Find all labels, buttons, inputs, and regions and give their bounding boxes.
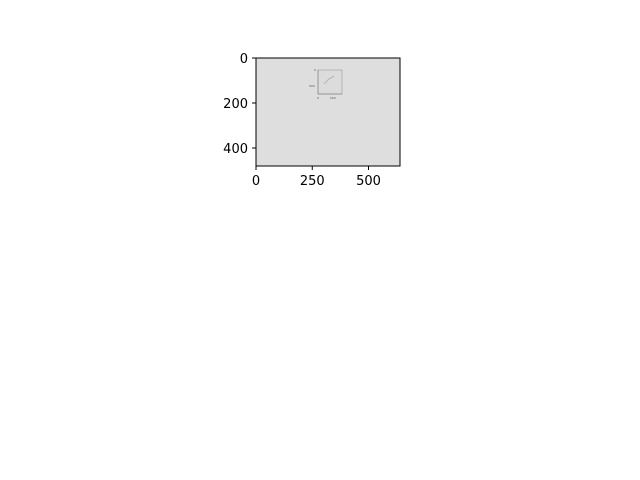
- nested-thumbnail-ytick-0: 0: [314, 68, 316, 72]
- nested-thumbnail-xtick-0: 0: [317, 96, 319, 100]
- nested-thumbnail-ytick-1: 500: [309, 84, 315, 88]
- nested-thumbnail-mark: [323, 75, 335, 85]
- nested-thumbnail: 0 500 0 500: [309, 68, 343, 100]
- x-axis-ticks: 0 250 500: [252, 166, 381, 189]
- y-tick-label-0: 0: [240, 52, 248, 67]
- x-tick-label-1: 250: [300, 174, 325, 189]
- y-tick-label-2: 400: [223, 142, 248, 157]
- x-tick-label-0: 0: [252, 174, 260, 189]
- x-tick-label-2: 500: [356, 174, 381, 189]
- nested-thumbnail-frame: [317, 69, 343, 95]
- nested-thumbnail-xtick-1: 500: [330, 96, 336, 100]
- y-tick-label-1: 200: [223, 97, 248, 112]
- axes-frame: [255, 57, 401, 167]
- y-axis-ticks: 0 200 400: [223, 52, 256, 157]
